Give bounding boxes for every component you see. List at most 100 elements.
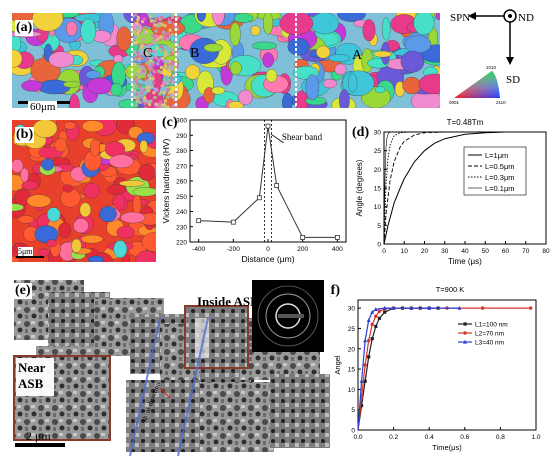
sample-axes-diagram: SPN ND SD 1010 0001 2110 <box>449 9 534 105</box>
tem-mosaic: shear direction <box>10 278 340 458</box>
hardness-point <box>274 183 280 188</box>
series-marker <box>427 305 432 310</box>
panel-a-label: (a) <box>15 20 34 36</box>
x-tick-label: 40 <box>461 248 469 255</box>
shear-band-line-2 <box>177 317 209 457</box>
panel-d-label: (d) <box>352 125 369 140</box>
y-tick-label: 0 <box>351 428 355 435</box>
series-marker <box>366 338 371 343</box>
hardness-point <box>230 219 236 225</box>
series-marker <box>374 314 378 318</box>
y-tick-label: 10 <box>348 387 356 394</box>
series-marker <box>363 379 367 383</box>
hardness-point <box>300 235 306 240</box>
panel-c-label: (c) <box>162 115 178 130</box>
legend-box <box>463 146 527 196</box>
y-tick-label: 5 <box>377 223 381 230</box>
x-tick-label: 200 <box>297 246 308 253</box>
x-tick-label: 30 <box>441 248 449 255</box>
series-line <box>383 131 546 245</box>
annotation-arrow <box>270 133 284 144</box>
x-tick-label: 50 <box>482 248 490 255</box>
ipf-color-key: 1010 0001 2110 <box>449 65 506 105</box>
scale-bar-b-label: 5μm <box>18 247 33 256</box>
panel-f-label: (f) <box>330 283 340 298</box>
x-tick-label: 0 <box>382 248 386 255</box>
region-a-label: A <box>352 48 363 63</box>
series-marker <box>528 306 533 310</box>
y-tick-label: 290 <box>176 133 187 140</box>
x-tick-label: 10 <box>401 248 409 255</box>
y-tick-label: 10 <box>374 204 382 211</box>
nd-label: ND <box>518 12 534 24</box>
series-marker <box>370 322 374 327</box>
plot-frame <box>189 119 347 243</box>
legend-label: L=0.3μm <box>485 173 515 182</box>
panel-e-label: (e) <box>14 283 32 299</box>
x-tick-label: 0 <box>266 246 270 253</box>
x-tick-label: 400 <box>332 246 343 253</box>
y-axis-label: Angel <box>333 355 342 375</box>
spn-arrowhead <box>468 12 476 20</box>
y-tick-label: 0 <box>377 242 381 249</box>
series-marker <box>363 338 368 343</box>
y-tick-label: 25 <box>374 148 382 155</box>
series-marker <box>374 324 378 329</box>
series-marker <box>367 355 371 359</box>
asb-marker <box>159 387 171 399</box>
hardness-point <box>256 195 262 201</box>
series-marker <box>391 305 396 310</box>
series-line <box>357 307 460 431</box>
angle-time-chart-f: 0.0 0.2 0.4 0.6 0.8 1.0 0 5 10 15 20 25 30 Time(μs) An… <box>330 283 541 452</box>
y-tick-label: 240 <box>176 209 187 216</box>
legend-label: L2=70 nm <box>475 331 504 338</box>
ebsd-map-b <box>12 120 156 262</box>
series-line <box>383 131 546 245</box>
series-marker <box>377 309 382 314</box>
sd-label: SD <box>506 74 520 86</box>
x-tick-label: -400 <box>192 246 205 253</box>
legend-label: L1=100 nm <box>475 322 508 329</box>
series-marker <box>373 307 378 311</box>
y-tick-label: 230 <box>176 224 187 231</box>
x-tick-label: 20 <box>421 248 429 255</box>
panel-b-label: (b) <box>15 127 35 143</box>
y-tick-label: 30 <box>374 130 382 137</box>
y-tick-label: 15 <box>348 367 356 374</box>
x-tick-label: -200 <box>227 246 240 253</box>
inside-asb-inset <box>184 305 249 369</box>
inside-asb-label: Inside ASB <box>197 294 259 309</box>
x-tick-label: 0.8 <box>496 434 505 441</box>
series-marker <box>359 404 364 408</box>
x-tick-label: 80 <box>542 248 550 255</box>
scale-bar-e <box>15 443 65 447</box>
y-tick-label: 270 <box>176 163 187 170</box>
y-tick-label: 25 <box>348 326 356 333</box>
series-marker <box>370 309 375 314</box>
x-tick-label: 70 <box>522 248 530 255</box>
near-asb-label-line2: ASB <box>18 376 44 391</box>
region-b-label: B <box>190 46 200 61</box>
series-marker <box>409 305 414 310</box>
series-marker <box>457 305 462 310</box>
x-tick-label: 1.0 <box>531 434 540 441</box>
legend-marker <box>463 339 467 344</box>
series-marker <box>363 363 367 367</box>
series-line <box>383 131 546 245</box>
hardness-point <box>334 235 340 240</box>
plot-frame <box>357 299 537 431</box>
tem-mosaic-svg: shear direction <box>13 280 330 457</box>
series-marker <box>370 336 374 341</box>
series-marker <box>366 318 371 322</box>
x-tick-label: 0.2 <box>389 434 398 441</box>
y-tick-label: 250 <box>176 194 187 201</box>
y-axis-label: Angle (degrees) <box>355 159 364 216</box>
shear-band-line-1 <box>129 317 161 457</box>
scale-bar-b <box>16 256 44 258</box>
hardness-point <box>265 123 271 129</box>
legend-label: L3=40 nm <box>475 340 504 347</box>
y-tick-label: 5 <box>351 407 355 414</box>
y-tick-label: 260 <box>176 179 187 186</box>
scale-bar-a-label: 60μm <box>28 101 58 113</box>
x-axis-label: Time (μs) <box>448 257 482 266</box>
